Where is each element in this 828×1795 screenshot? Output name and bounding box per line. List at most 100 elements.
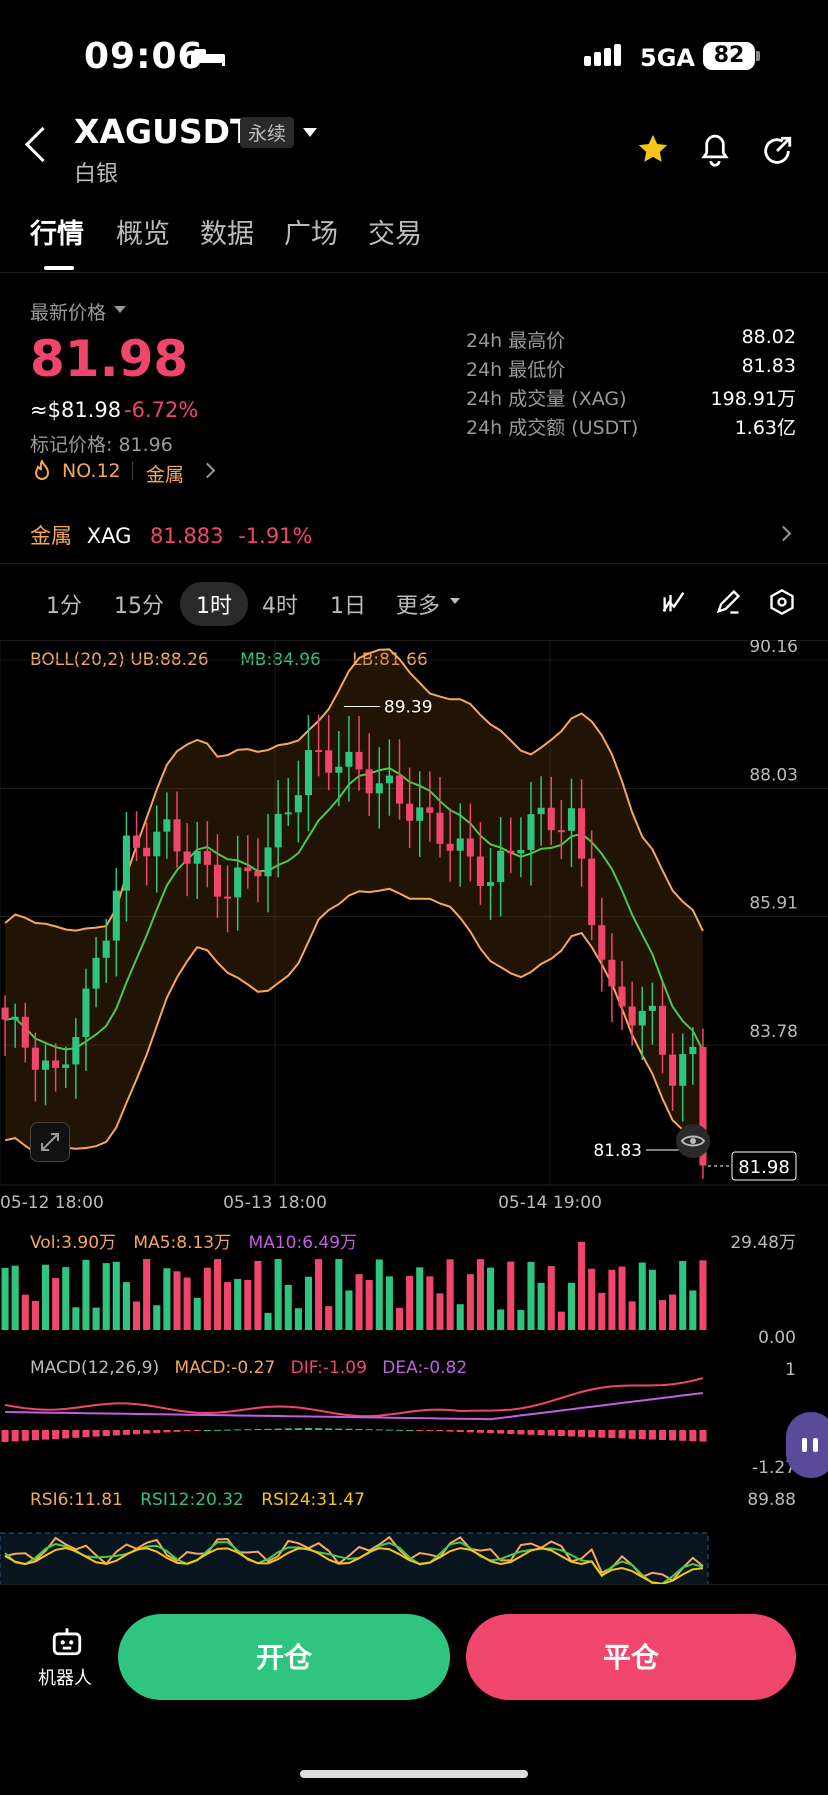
volume-bar [608, 1269, 616, 1330]
vol-ma10: MA10:6.49万 [248, 1233, 358, 1253]
network-type: 5GA [640, 44, 695, 72]
macd-bar [567, 1430, 575, 1437]
home-indicator [300, 1770, 528, 1778]
macd-name: MACD(12,26,9) [30, 1358, 160, 1378]
usd-price: ≈$81.98 [30, 398, 122, 422]
candle-body [254, 871, 262, 877]
macd-max: 1 [785, 1360, 796, 1380]
related-price: 81.883 [150, 524, 224, 548]
bell-icon[interactable] [698, 132, 732, 168]
candle-body [365, 769, 373, 794]
candle-body [112, 890, 120, 941]
macd-bar [254, 1429, 262, 1430]
interval-1d[interactable]: 1日 [330, 594, 366, 619]
macd-bar [375, 1429, 383, 1431]
draw-icon[interactable] [714, 588, 742, 616]
chevron-down-icon[interactable] [303, 128, 317, 137]
macd-bar [517, 1430, 525, 1435]
volume-bar [41, 1264, 50, 1330]
volume-bar [527, 1261, 535, 1330]
volume-bar [385, 1276, 393, 1330]
macd-bar [1, 1430, 9, 1442]
candle-body [567, 808, 575, 831]
candle-body [406, 803, 414, 821]
macd-value: MACD:-0.27 [174, 1358, 276, 1378]
robot-icon[interactable] [50, 1624, 84, 1658]
tab-data[interactable]: 数据 [200, 219, 254, 250]
category-link[interactable]: 金属 [146, 464, 185, 486]
volume-bar [244, 1279, 252, 1330]
robot-label[interactable]: 机器人 [38, 1668, 92, 1689]
volume-bar [476, 1259, 484, 1330]
rsi24: RSI24:31.47 [261, 1490, 365, 1510]
interval-4h[interactable]: 4时 [262, 594, 298, 619]
chevron-down-icon[interactable] [114, 306, 126, 313]
volume-bar [699, 1260, 707, 1330]
price-chart[interactable]: 90.16 88.03 85.91 83.78 05-12 18:00 05-13 18… [0, 640, 828, 1585]
macd-bar [446, 1430, 454, 1432]
candle-body [183, 851, 191, 864]
macd-bar [304, 1428, 313, 1430]
indicator-icon[interactable] [660, 588, 688, 616]
fullscreen-icon[interactable] [30, 1122, 70, 1162]
star-icon[interactable] [636, 132, 670, 166]
price-change: -6.72% [124, 398, 199, 422]
volume-bar [375, 1259, 383, 1330]
stat-vol-label: 24h 成交量 (XAG) [466, 388, 627, 410]
last-price-label[interactable]: 最新价格 [30, 302, 107, 324]
tab-market[interactable]: 行情 [30, 219, 84, 250]
chevron-right-icon[interactable] [199, 462, 216, 479]
tab-square[interactable]: 广场 [284, 219, 338, 250]
macd-legend: MACD(12,26,9) MACD:-0.27 DIF:-1.09 DEA:-… [30, 1358, 467, 1378]
interval-15m[interactable]: 15分 [114, 594, 164, 619]
macd-bar [355, 1429, 363, 1430]
candle-body [658, 1005, 667, 1055]
back-icon[interactable] [24, 126, 61, 163]
macd-bar [11, 1430, 19, 1442]
candle-body [224, 896, 232, 899]
rank-badge[interactable]: NO.12 [62, 460, 121, 482]
macd-bar [436, 1430, 444, 1432]
macd-dea: DEA:-0.82 [382, 1358, 468, 1378]
interval-1h[interactable]: 1时 [180, 582, 248, 626]
volume-bar [456, 1304, 464, 1330]
macd-bar [102, 1430, 110, 1436]
tab-trade[interactable]: 交易 [368, 219, 422, 250]
settings-icon[interactable] [768, 588, 796, 616]
chevron-down-icon[interactable] [450, 598, 460, 604]
status-time: 09:06 [84, 36, 204, 77]
close-position-button[interactable]: 平仓 [466, 1614, 796, 1700]
macd-bar [487, 1430, 495, 1434]
symbol-title[interactable]: XAGUSDT [74, 112, 253, 151]
macd-bar [365, 1429, 373, 1431]
macd-bar [426, 1430, 434, 1431]
candle-body [487, 882, 495, 886]
candle-body [1, 1007, 9, 1020]
volume-bar [133, 1301, 141, 1330]
eye-icon[interactable] [676, 1124, 710, 1158]
volume-bar [315, 1259, 323, 1330]
macd-bar [507, 1430, 515, 1434]
floating-assistant-button[interactable] [786, 1412, 828, 1478]
share-icon[interactable] [760, 134, 794, 168]
vol-min: 0.00 [758, 1328, 796, 1348]
interval-1m[interactable]: 1分 [46, 594, 82, 619]
related-symbol: XAG [86, 524, 132, 548]
macd-bar [325, 1428, 333, 1430]
vol-legend: Vol:3.90万 MA5:8.13万 MA10:6.49万 [30, 1228, 357, 1253]
volume-bar [234, 1278, 242, 1330]
macd-dif: DIF:-1.09 [290, 1358, 367, 1378]
tab-overview[interactable]: 概览 [116, 219, 170, 250]
related-market-row[interactable]: 金属 XAG 81.883 -1.91% [30, 520, 800, 550]
interval-more[interactable]: 更多 [396, 594, 441, 619]
volume-bar [82, 1259, 90, 1330]
open-position-button[interactable]: 开仓 [118, 1614, 450, 1700]
macd-bar [416, 1430, 424, 1431]
volume-bar [588, 1268, 596, 1330]
macd-bar [466, 1430, 474, 1433]
volume-bar [31, 1300, 39, 1330]
y-tick-label: 85.91 [749, 893, 798, 913]
candle-body [315, 750, 323, 753]
macd-bar [315, 1428, 323, 1430]
volume-bar [416, 1267, 424, 1330]
